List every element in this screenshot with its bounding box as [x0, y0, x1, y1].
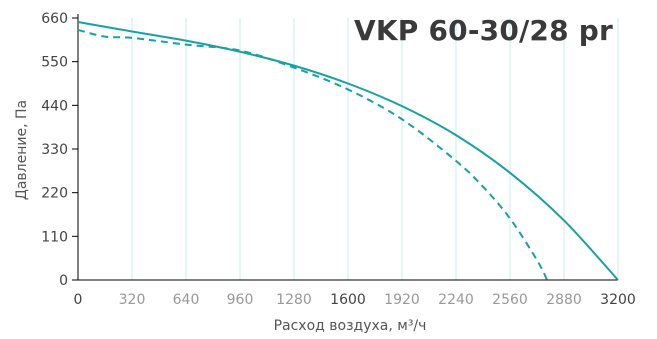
y-tick-label: 660: [41, 11, 68, 27]
axes: [72, 14, 618, 281]
x-tick-label: 2240: [438, 292, 474, 308]
x-tick-label: 640: [173, 292, 200, 308]
series-line-dashed: [77, 28, 549, 281]
y-tick-label: 330: [41, 142, 68, 158]
y-tick-label: 550: [41, 55, 68, 71]
x-tick-label: 1280: [276, 292, 312, 308]
x-tick-label: 2560: [492, 292, 528, 308]
series-line-solid: [77, 20, 619, 281]
series-curves: [77, 20, 619, 281]
x-tick-labels: 0 320 640 960 1280 1600 1920 2240 2560 2880 3200: [74, 292, 636, 308]
x-tick-label: 3200: [600, 292, 636, 308]
y-tick-label: 440: [41, 98, 68, 114]
y-tick-label: 110: [41, 229, 68, 245]
x-tick-label: 2880: [546, 292, 582, 308]
x-tick-label: 960: [227, 292, 254, 308]
x-tick-label: 0: [74, 292, 83, 308]
chart-title: VKP 60-30/28 pr: [354, 14, 613, 47]
y-tick-label: 0: [59, 273, 68, 289]
x-tick-label: 1920: [384, 292, 420, 308]
y-tick-labels: 0 110 220 330 440 550 660: [41, 11, 68, 289]
x-tick-label: 1600: [330, 292, 366, 308]
grid-lines: [131, 18, 619, 280]
x-tick-label: 320: [119, 292, 146, 308]
y-tick-label: 220: [41, 186, 68, 202]
x-axis-label: Расход воздуха, м³/ч: [273, 318, 427, 334]
y-axis-label: Давление, Па: [14, 99, 30, 201]
